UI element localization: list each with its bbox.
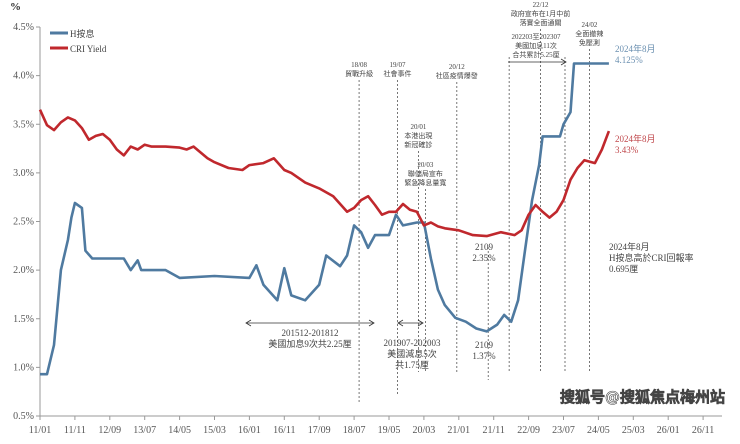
annotation-spread: 2024年8月 bbox=[609, 241, 650, 252]
x-tick-label: 23/07 bbox=[552, 425, 575, 436]
y-tick-label: 0.5% bbox=[13, 411, 34, 422]
event-label: 新冠確診 bbox=[404, 140, 432, 149]
x-tick-label: 11/11 bbox=[64, 425, 86, 436]
cri-yield-line bbox=[38, 109, 611, 238]
watermark: 搜狐号@搜狐焦点梅州站 bbox=[560, 388, 725, 406]
event-label: 20/01 bbox=[410, 123, 426, 131]
x-tick-label: 24/05 bbox=[587, 425, 610, 436]
x-tick-label: 26/01 bbox=[657, 425, 680, 436]
legend-label-cri: CRI Yield bbox=[70, 44, 107, 54]
x-tick-label: 13/07 bbox=[133, 425, 156, 436]
x-tick-label: 19/05 bbox=[378, 425, 401, 436]
x-tick-label: 21/01 bbox=[447, 425, 470, 436]
cut-2019-arrow-heads bbox=[397, 319, 424, 327]
event-label: 貿戰升級 bbox=[345, 69, 373, 78]
event-label: 本港出現 bbox=[404, 131, 432, 140]
x-tick-label: 11/01 bbox=[29, 425, 51, 436]
x-tick-label: 20/03 bbox=[413, 425, 436, 436]
annotation-h-low: 1.37% bbox=[472, 351, 496, 361]
y-tick-label: 1.5% bbox=[13, 314, 34, 325]
event-label: 22/12 bbox=[533, 1, 549, 9]
event-label: 19/07 bbox=[390, 61, 406, 69]
event-label: 聯儲局宣布 bbox=[408, 169, 443, 178]
legend: H按息 CRI Yield bbox=[50, 28, 107, 54]
x-tick-label: 25/03 bbox=[622, 425, 645, 436]
y-tick-label: 1.0% bbox=[13, 362, 34, 373]
y-tick-label: 2.5% bbox=[13, 217, 34, 228]
event-label: 社會事件 bbox=[383, 69, 411, 78]
event-label: 18/08 bbox=[351, 61, 367, 69]
annotation-h-end: 2024年8月 bbox=[615, 43, 656, 54]
y-tick-label: 3.5% bbox=[13, 119, 34, 130]
event-label: 全面撤辣 bbox=[575, 29, 603, 38]
annotation-cri-low: 2.35% bbox=[472, 253, 496, 263]
x-tick-label: 26/11 bbox=[692, 425, 714, 436]
x-tick-label: 15/03 bbox=[203, 425, 226, 436]
hike-2015-arrow-heads bbox=[245, 319, 375, 327]
hike-2022-arrow-head bbox=[560, 58, 567, 66]
x-tick-label: 14/05 bbox=[168, 425, 191, 436]
annotation-hike-2022: 202203至202307 bbox=[512, 33, 562, 41]
event-label: 落實全面通關 bbox=[520, 18, 562, 27]
y-tick-label: 2.0% bbox=[13, 265, 34, 276]
annotation-cri-end: 2024年8月 bbox=[615, 133, 656, 144]
annotation-cut-2019: 201907-202003 bbox=[384, 338, 441, 348]
annotation-spread: H按息高於CRI回報率 bbox=[609, 252, 694, 263]
legend-label-h: H按息 bbox=[70, 28, 95, 39]
annotation-h-end: 4.125% bbox=[615, 55, 643, 65]
x-tick-label: 17/09 bbox=[308, 425, 331, 436]
annotation-cut-2019: 共1.75厘 bbox=[395, 360, 429, 370]
event-label: 24/02 bbox=[581, 21, 597, 29]
annotation-spread: 0.695厘 bbox=[609, 264, 638, 274]
annotation-cri-low: 2109 bbox=[475, 242, 494, 252]
event-label: 政府宣布在1月中前 bbox=[511, 9, 571, 18]
annotation-hike-2015: 201512-201812 bbox=[282, 328, 339, 338]
annotation-hike-2022: 合共累計5.25厘 bbox=[512, 50, 559, 59]
annotation-cut-2019: 美國減息5次 bbox=[387, 348, 437, 359]
y-tick-label: 3.0% bbox=[13, 168, 34, 179]
annotation-cri-end: 3.43% bbox=[615, 145, 639, 155]
x-tick-label: 22/09 bbox=[517, 425, 540, 436]
x-tick-label: 18/07 bbox=[343, 425, 366, 436]
event-label: 免壓測 bbox=[579, 38, 600, 47]
h-rate-line bbox=[40, 62, 609, 376]
y-tick-label: 4.0% bbox=[13, 71, 34, 82]
y-tick-label: 4.5% bbox=[13, 22, 34, 33]
event-label: 緊急降息量寬 bbox=[404, 178, 446, 187]
annotation-hike-2015: 美國加息9次共2.25厘 bbox=[268, 338, 351, 349]
x-tick-label: 21/11 bbox=[482, 425, 504, 436]
x-tick-label: 16/01 bbox=[238, 425, 261, 436]
y-axis-label: % bbox=[10, 1, 21, 13]
x-tick-label: 16/11 bbox=[273, 425, 295, 436]
event-label: 20/03 bbox=[417, 161, 433, 169]
annotation-hike-2022: 美國加息11次 bbox=[515, 41, 557, 50]
x-tick-label: 12/09 bbox=[98, 425, 121, 436]
event-label: 20/12 bbox=[449, 63, 465, 71]
annotation-h-low: 2109 bbox=[475, 340, 494, 350]
event-label: 社區疫情爆發 bbox=[436, 71, 478, 80]
